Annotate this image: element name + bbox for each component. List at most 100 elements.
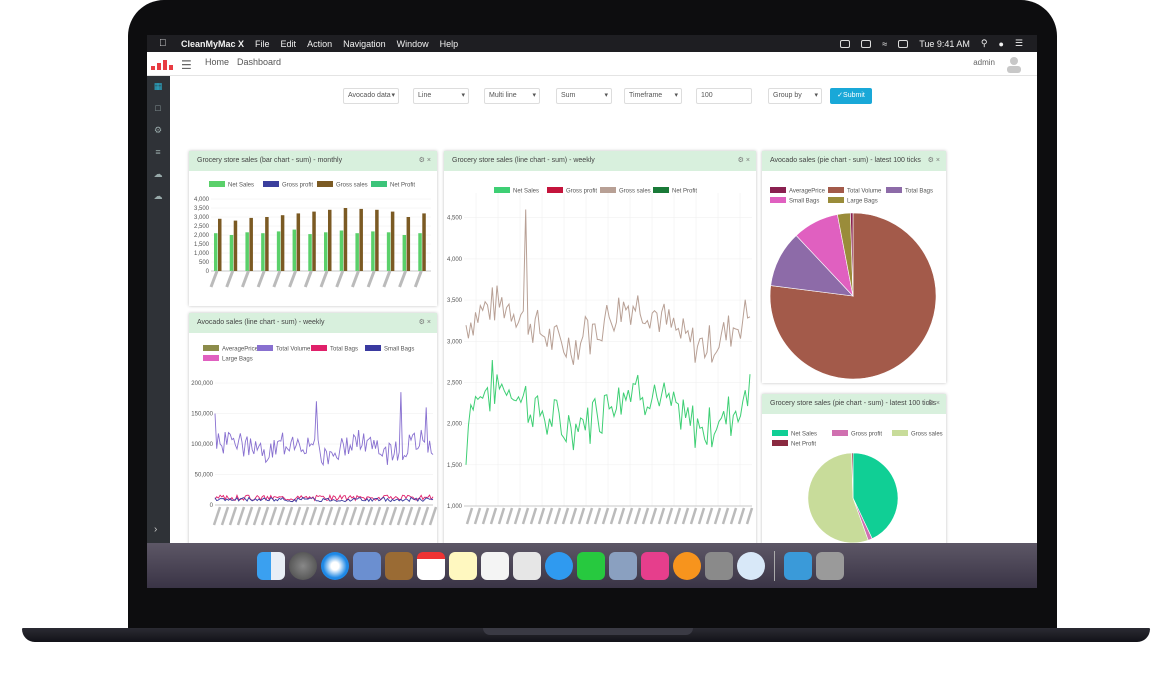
x-tick-label [372,506,382,526]
legend-label: Gross sales [619,189,651,195]
x-tick-label [657,507,666,525]
legend-swatch [263,181,279,187]
siri-icon[interactable]: ● [998,38,1004,49]
sidebar-cloud-icon[interactable]: ☁ [153,169,163,179]
menu-file[interactable]: File [255,38,270,49]
settings-icon[interactable]: ⚙ [737,157,744,164]
limit-input[interactable]: 100 [696,88,752,104]
menu-navigation[interactable]: Navigation [343,38,386,49]
screen:  CleanMyMac X File Edit Action Navigati… [147,35,1037,588]
dock-separator [774,551,775,581]
nav-home[interactable]: Home [205,57,230,67]
submit-button[interactable]: ✓Submit [830,88,872,104]
legend-swatch [317,181,333,187]
bar [359,208,363,271]
messages-icon[interactable] [545,552,573,580]
legend-swatch [365,345,381,351]
timeframe-select[interactable]: Timeframe ▾ [624,88,682,104]
x-tick-label [569,507,578,525]
app-store-icon[interactable] [737,552,765,580]
aggregate-select[interactable]: Sum ▾ [556,88,612,104]
bar [422,213,426,271]
sidebar-upload-icon[interactable]: ☁ [153,191,163,201]
series-line-net-sales [465,359,751,465]
chart-type-select[interactable]: Line ▾ [413,88,469,104]
nav-dashboard[interactable]: Dashboard [237,57,282,67]
safari-icon[interactable] [321,552,349,580]
launchpad-icon[interactable] [289,552,317,580]
x-tick-label [625,507,634,525]
bar [386,232,391,271]
x-tick-label [497,507,506,525]
spotlight-icon[interactable]: ⚲ [980,38,988,48]
menu-edit[interactable]: Edit [280,38,297,49]
bar [324,232,328,271]
legend-swatch [770,187,786,193]
contacts-icon[interactable] [385,552,413,580]
legend-label: Gross sales [336,183,368,189]
cleanmymac-icon[interactable] [641,552,669,580]
trash-icon[interactable] [816,552,844,580]
group-by-select[interactable]: Group by ▾ [768,88,822,104]
books-icon[interactable] [673,552,701,580]
notification-center-icon[interactable]: ☰ [1014,38,1023,48]
close-icon[interactable]: × [426,319,431,326]
x-tick-label [209,270,219,288]
downloads-folder-icon[interactable] [784,552,812,580]
user-name[interactable]: admin [973,58,995,67]
legend-swatch [203,355,219,361]
system-preferences-icon[interactable] [705,552,733,580]
y-tick-label: 500 [199,260,210,266]
sidebar-bookmark-icon[interactable]: □ [155,103,161,113]
y-tick-label: 1,000 [447,504,463,510]
menu-action[interactable]: Action [307,38,333,49]
preview-icon[interactable] [609,552,637,580]
calendar-icon[interactable] [417,552,445,580]
facetime-icon[interactable] [577,552,605,580]
settings-icon[interactable]: ⚙ [418,157,425,164]
close-icon[interactable]: × [426,157,431,164]
battery-icon[interactable] [898,39,909,48]
sidebar-tools-icon[interactable]: ⚙ [153,125,163,135]
settings-icon[interactable]: ⚙ [927,157,934,164]
close-icon[interactable]: × [745,157,750,164]
sidebar-dashboard-icon[interactable]: ▦ [153,81,163,91]
airplay-icon[interactable] [861,39,872,48]
close-icon[interactable]: × [935,157,940,164]
mail-icon[interactable] [353,552,381,580]
user-avatar-icon[interactable] [1005,55,1023,73]
clock[interactable]: Tue 9:41 AM [919,38,970,49]
settings-icon[interactable]: ⚙ [927,400,934,407]
sidebar-expand-chevron-icon[interactable]: › [154,524,158,535]
x-tick-label [481,507,490,525]
hamburger-menu-icon[interactable]: ☰ [181,58,192,72]
menubar-app-name[interactable]: CleanMyMac X [181,38,245,49]
reminders-icon[interactable] [481,552,509,580]
notes-icon[interactable] [449,552,477,580]
apple-icon[interactable]:  [159,38,173,49]
legend-label: Large Bags [847,199,878,205]
app-logo[interactable] [151,58,173,70]
close-icon[interactable]: × [935,400,940,407]
series-mode-select[interactable]: Multi line ▾ [484,88,540,104]
x-tick-label [382,270,392,288]
display-icon[interactable] [840,39,851,48]
x-tick-label [681,507,690,525]
legend-label: Small Bags [384,347,414,353]
y-tick-label: 3,500 [194,206,210,212]
wifi-icon[interactable]: ≈ [882,38,888,49]
menu-window[interactable]: Window [396,38,429,49]
photos-icon[interactable] [513,552,541,580]
bar [371,231,375,271]
x-tick-label [268,506,278,526]
datasource-select[interactable]: Avocado data ▾ [343,88,399,104]
menu-help[interactable]: Help [439,38,459,49]
x-tick-label [473,507,482,525]
x-tick-label [673,507,682,525]
x-tick-label [721,507,730,525]
bar [343,208,348,271]
settings-icon[interactable]: ⚙ [418,319,425,326]
legend-label: Total Bags [330,347,358,353]
sidebar-list-icon[interactable]: ≡ [155,147,161,157]
finder-icon[interactable] [257,552,285,580]
